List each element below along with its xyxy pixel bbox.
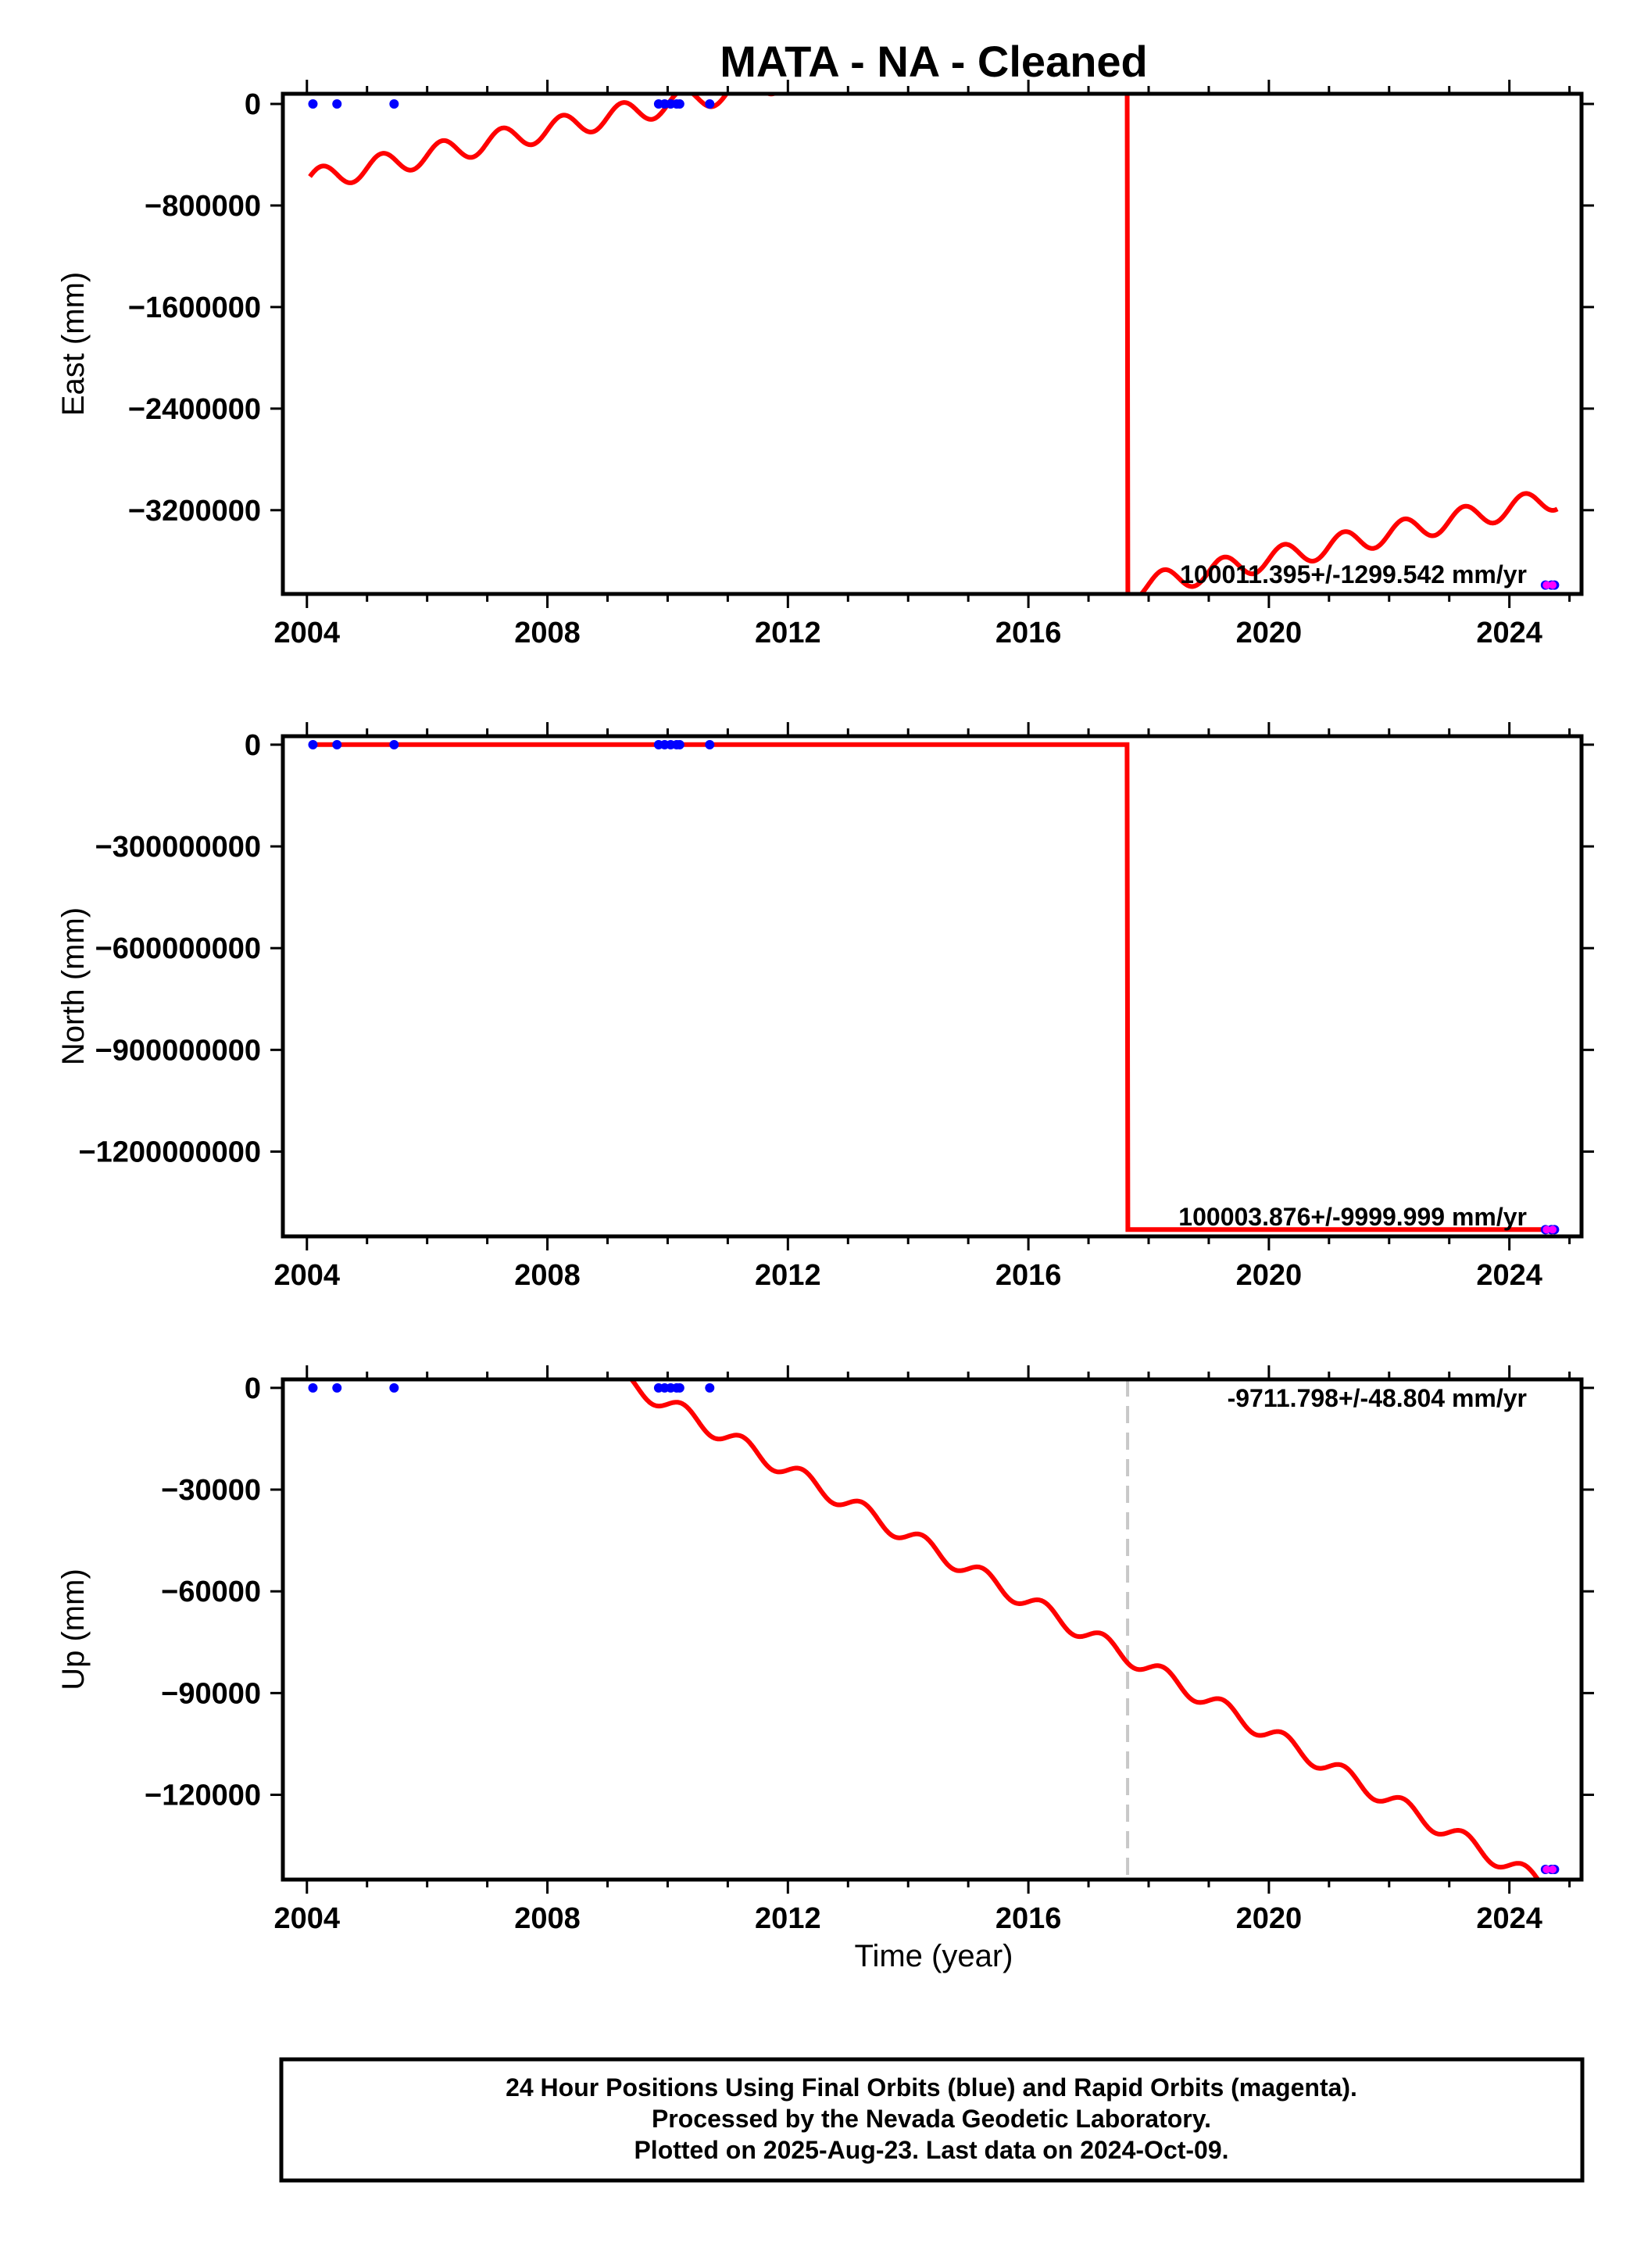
rate-label: 100011.395+/-1299.542 mm/yr [1180, 560, 1527, 588]
x-tick-label: 2020 [1236, 1259, 1303, 1292]
rapid-orbit-point [1542, 1865, 1551, 1873]
plot-frame [281, 91, 1584, 596]
east-panel: 0 −800000 −1600000 −2400000 −3200000 2004 2008… [56, 80, 1594, 649]
x-tick-label: 2024 [1476, 1902, 1542, 1935]
x-tick-label: 2008 [514, 1902, 581, 1935]
final-orbit-point [674, 98, 684, 109]
x-tick-label: 2020 [1236, 617, 1303, 649]
rapid-orbit-point [1542, 1225, 1551, 1234]
rapid-orbit-point [1542, 581, 1551, 589]
x-tick-label: 2004 [274, 617, 341, 649]
y-axis-label: East (mm) [56, 272, 91, 416]
y-tick-label: −90000 [161, 1677, 261, 1710]
y-tick-label: −3200000 [128, 495, 261, 528]
y-axis-label: North (mm) [56, 907, 91, 1065]
x-tick-label: 2024 [1476, 617, 1542, 649]
x-tick-label: 2024 [1476, 1259, 1542, 1292]
model-line [309, 742, 1558, 1232]
final-orbit-point [389, 98, 399, 109]
x-tick-label: 2012 [755, 1902, 821, 1935]
y-tick-label: −900000000 [95, 1034, 261, 1067]
y-tick-label: −1200000000 [78, 1136, 261, 1169]
north-panel: 0 −300000000 −600000000 −900000000 −12000000… [56, 722, 1594, 1292]
final-orbit-point [705, 98, 715, 109]
footer-frame [279, 2057, 1585, 2183]
final-orbit-point [308, 739, 318, 749]
y-tick-label: −30000 [161, 1474, 261, 1507]
y-tick-label: −2400000 [128, 393, 261, 426]
footer-box: 24 Hour Positions Using Final Orbits (bl… [279, 2057, 1585, 2183]
x-tick-label: 2012 [755, 617, 821, 649]
plot-frame [281, 1377, 1584, 1882]
model-line [628, 1379, 1541, 1880]
final-orbit-point [389, 1383, 399, 1393]
footer-line-3: Plotted on 2025-Aug-23. Last data on 202… [634, 2136, 1228, 2164]
x-tick-label: 2016 [995, 1902, 1062, 1935]
final-orbit-point [674, 739, 684, 749]
y-tick-label: −300000000 [95, 831, 261, 864]
model-line [308, 94, 1559, 594]
final-orbit-point [308, 1383, 318, 1393]
final-orbit-point [332, 739, 342, 749]
final-orbit-point [705, 1383, 715, 1393]
rate-label: 100003.876+/-9999.999 mm/yr [1178, 1203, 1527, 1231]
y-tick-label: −120000 [145, 1780, 261, 1812]
y-tick-label: −60000 [161, 1576, 261, 1608]
rapid-orbit-point [1549, 581, 1557, 589]
y-axis-label: Up (mm) [56, 1569, 91, 1690]
x-tick-label: 2012 [755, 1259, 821, 1292]
rate-label: -9711.798+/-48.804 mm/yr [1228, 1384, 1527, 1412]
chart-title: MATA - NA - Cleaned [720, 37, 1148, 86]
final-orbit-point [308, 98, 318, 109]
y-tick-label: −600000000 [95, 932, 261, 965]
final-orbit-point [332, 1383, 342, 1393]
final-orbit-point [389, 739, 399, 749]
y-tick-label: −800000 [145, 190, 261, 223]
rapid-orbit-point [1549, 1865, 1557, 1873]
x-tick-label: 2008 [514, 617, 581, 649]
y-tick-label: 0 [245, 1372, 261, 1405]
x-tick-label: 2016 [995, 617, 1062, 649]
x-tick-label: 2016 [995, 1259, 1062, 1292]
final-orbit-point [674, 1383, 684, 1393]
x-tick-label: 2008 [514, 1259, 581, 1292]
x-tick-label: 2004 [274, 1259, 341, 1292]
rapid-orbit-point [1549, 1225, 1557, 1234]
x-tick-label: 2020 [1236, 1902, 1303, 1935]
x-axis-label: Time (year) [855, 1939, 1013, 1973]
y-tick-label: 0 [245, 729, 261, 762]
footer-line-1: 24 Hour Positions Using Final Orbits (bl… [506, 2073, 1357, 2102]
footer-line-2: Processed by the Nevada Geodetic Laborat… [652, 2105, 1211, 2133]
y-tick-label: −1600000 [128, 292, 261, 324]
y-tick-label: 0 [245, 88, 261, 121]
plot-frame [281, 734, 1584, 1239]
final-orbit-point [705, 739, 715, 749]
final-orbit-point [332, 98, 342, 109]
up-panel: 0 −30000 −60000 −90000 −120000 2004 2008 2012 20… [56, 1365, 1594, 1935]
x-tick-label: 2004 [274, 1902, 341, 1935]
